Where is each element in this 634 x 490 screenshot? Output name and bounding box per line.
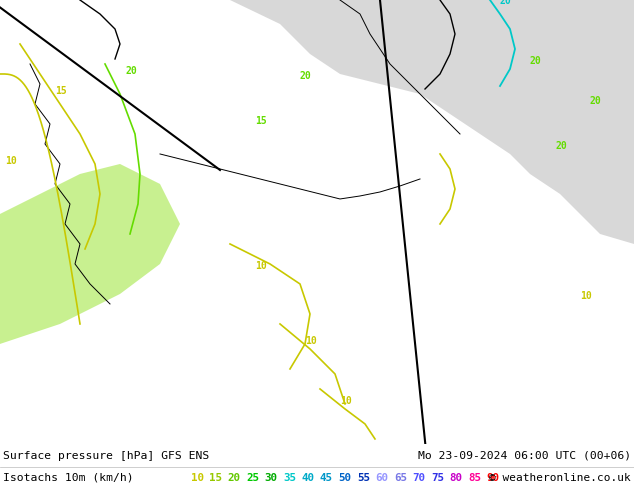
Text: 20: 20 <box>530 56 541 66</box>
Text: 65: 65 <box>394 473 407 483</box>
Polygon shape <box>0 164 180 344</box>
Text: Mo 23-09-2024 06:00 UTC (00+06): Mo 23-09-2024 06:00 UTC (00+06) <box>418 451 631 461</box>
Text: 10: 10 <box>305 336 317 346</box>
Text: 55: 55 <box>357 473 370 483</box>
Text: 90: 90 <box>486 473 500 483</box>
Text: 35: 35 <box>283 473 296 483</box>
Text: 25: 25 <box>246 473 259 483</box>
Text: 70: 70 <box>413 473 425 483</box>
Text: 15: 15 <box>55 86 67 96</box>
Text: 20: 20 <box>555 141 567 151</box>
Polygon shape <box>460 0 634 104</box>
Text: 10: 10 <box>580 291 592 301</box>
Text: 60: 60 <box>375 473 389 483</box>
Text: 20: 20 <box>590 96 602 106</box>
Text: 20: 20 <box>228 473 240 483</box>
Text: 15: 15 <box>209 473 222 483</box>
Text: 10: 10 <box>340 396 352 406</box>
Text: © weatheronline.co.uk: © weatheronline.co.uk <box>489 473 631 483</box>
Text: 80: 80 <box>450 473 462 483</box>
Text: 50: 50 <box>339 473 351 483</box>
Text: 30: 30 <box>264 473 278 483</box>
Text: 40: 40 <box>302 473 314 483</box>
Text: 15: 15 <box>255 116 267 126</box>
Text: 85: 85 <box>468 473 481 483</box>
Polygon shape <box>230 0 634 244</box>
Text: 75: 75 <box>431 473 444 483</box>
Text: 10: 10 <box>190 473 204 483</box>
Text: Surface pressure [hPa] GFS ENS: Surface pressure [hPa] GFS ENS <box>3 451 209 461</box>
Text: 45: 45 <box>320 473 333 483</box>
Text: Isotachs 10m (km/h): Isotachs 10m (km/h) <box>3 473 134 483</box>
Text: 20: 20 <box>125 66 137 76</box>
Text: 10: 10 <box>5 156 16 166</box>
Text: 20: 20 <box>500 0 512 6</box>
Text: 20: 20 <box>300 71 312 81</box>
Text: 10: 10 <box>255 261 267 271</box>
